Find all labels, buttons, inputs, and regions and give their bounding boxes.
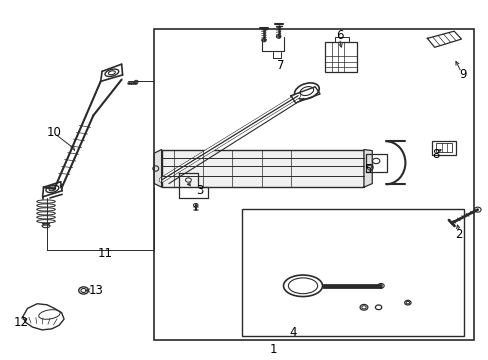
Text: 4: 4 (289, 326, 296, 339)
Text: 11: 11 (98, 247, 113, 260)
Text: 13: 13 (88, 284, 103, 297)
Bar (161, 149, 363, 187)
Bar (154, 30, 473, 339)
Polygon shape (363, 149, 371, 187)
Text: 9: 9 (458, 68, 466, 81)
Text: 6: 6 (335, 29, 343, 42)
Text: 7: 7 (277, 59, 284, 72)
Text: 1: 1 (269, 343, 277, 356)
Bar (242, 209, 463, 336)
Bar (325, 42, 356, 72)
Text: 5: 5 (363, 163, 370, 176)
Text: 8: 8 (431, 148, 439, 161)
Text: 2: 2 (454, 228, 462, 241)
Text: 12: 12 (14, 316, 29, 329)
Text: 3: 3 (196, 184, 203, 197)
Bar (435, 143, 451, 152)
Bar (366, 154, 386, 172)
Bar (334, 37, 348, 42)
Text: 10: 10 (47, 126, 61, 139)
Bar (431, 140, 455, 155)
Polygon shape (154, 149, 161, 187)
